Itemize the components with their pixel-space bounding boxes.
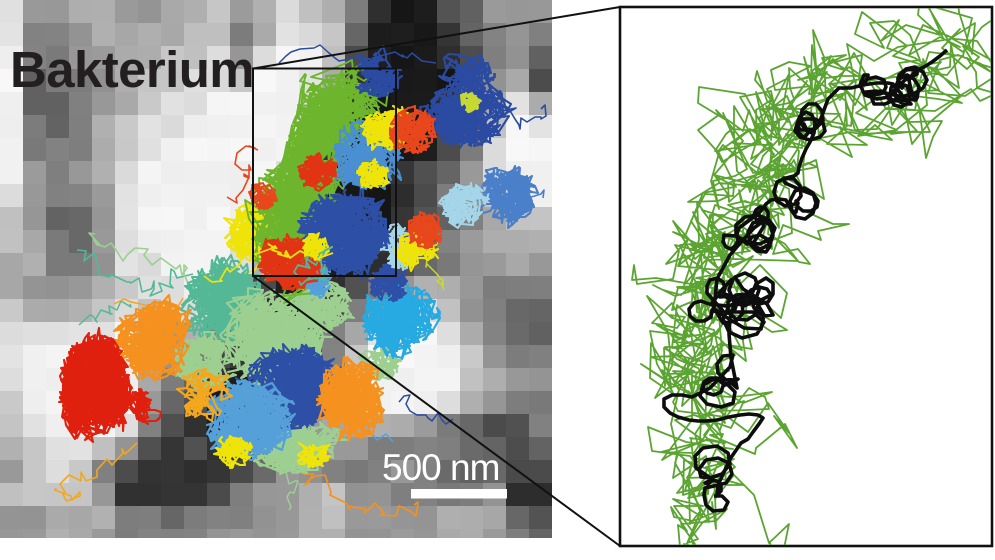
svg-text:Bakterium: Bakterium bbox=[10, 41, 254, 98]
svg-text:500 nm: 500 nm bbox=[382, 447, 499, 488]
